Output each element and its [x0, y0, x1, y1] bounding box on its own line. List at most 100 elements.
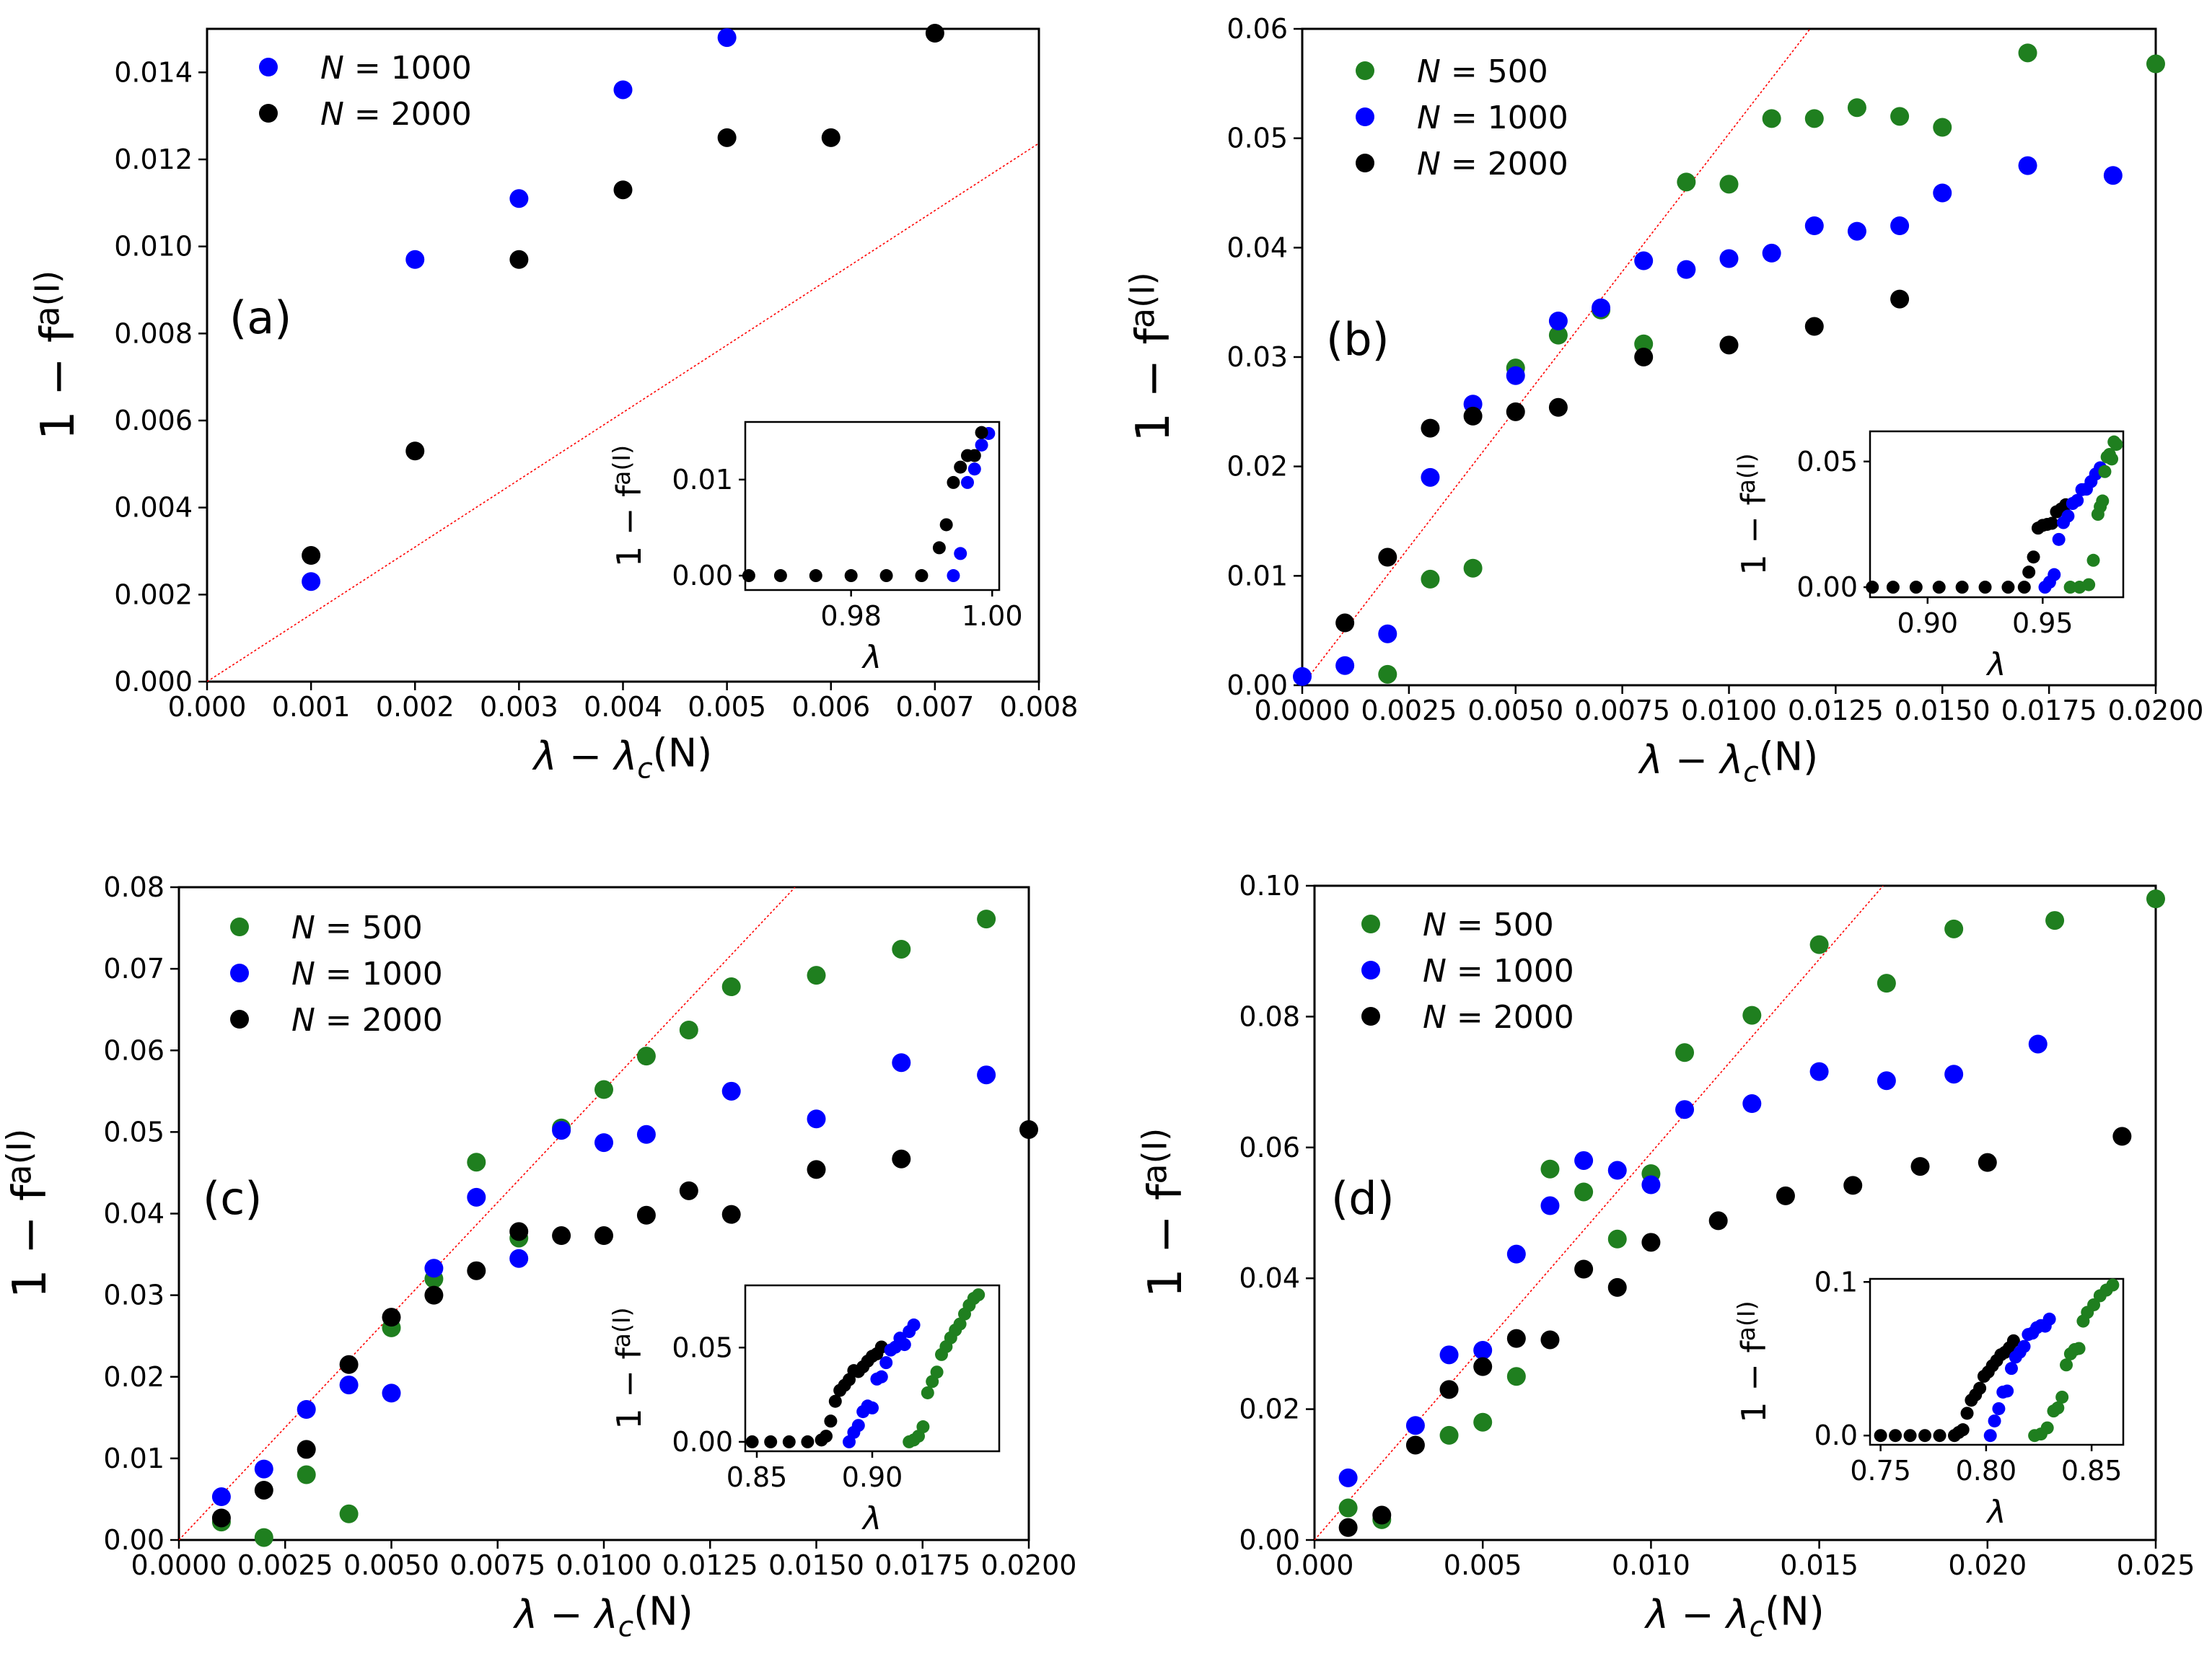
- panel-b-point-N2000: [1890, 289, 1910, 309]
- panel-d-ytick-label: 0.04: [1239, 1262, 1300, 1294]
- panel-d-point-N1000: [1506, 1244, 1526, 1264]
- panel-d-axes: 0.000 0.005 0.010 0.015 0.020 0.025 0.00 0.02 0.…: [1239, 870, 2195, 1581]
- panel-b-inset-point-N500: [2098, 465, 2112, 478]
- panel-b-legend-marker: [1356, 107, 1374, 126]
- panel-b-inset-point-N2000: [2045, 516, 2059, 530]
- panel-a-inset-point-N2000: [809, 569, 822, 583]
- panel-d-inset-points: [1874, 1278, 2120, 1443]
- panel-c-point-N1000: [636, 1125, 656, 1144]
- panel-c-point-N2000: [424, 1285, 444, 1305]
- panel-c-inset-point-N1000: [897, 1338, 911, 1352]
- panel-d-inset-point-N500: [2055, 1390, 2069, 1404]
- panel-c-legend-marker: [230, 964, 249, 982]
- panel-a-point-N2000: [821, 128, 841, 147]
- panel-d-ytick-label: 0.10: [1239, 870, 1300, 902]
- panel-d-point-N1000: [1742, 1094, 1762, 1114]
- panel-c-point-N2000: [297, 1440, 316, 1459]
- panel-d-inset-point-N1000: [2004, 1362, 2018, 1376]
- panel-c-point-N1000: [382, 1383, 401, 1403]
- panel-d-inset-xtick-label: 0.80: [1956, 1455, 2017, 1487]
- panel-c-ytick-label: 0.05: [103, 1116, 164, 1148]
- panel-b-point-N500: [1890, 107, 1910, 126]
- panel-b-point-N500: [1762, 109, 1781, 128]
- panel-d-legend-marker: [1361, 915, 1380, 933]
- panel-d-point-N2000: [1439, 1380, 1459, 1399]
- panel-c-points: [211, 910, 1038, 1547]
- panel-c-xtick-label: 0.0000: [131, 1549, 227, 1581]
- panel-d-ytick-label: 0.02: [1239, 1394, 1300, 1425]
- panel-c-xlabel: λ − λc(N): [512, 1588, 693, 1643]
- panel-c-xtick-label: 0.0200: [981, 1549, 1077, 1581]
- panel-a-inset-ylabel: 1 − fa(I): [607, 445, 649, 567]
- panel-c-point-N1000: [892, 1053, 911, 1073]
- panel-a-ytick-label: 0.004: [114, 492, 193, 524]
- panel-b-point-N1000: [1421, 467, 1440, 487]
- panel-a-xtick-label: 0.007: [895, 691, 974, 723]
- panel-c-inset-point-N2000: [764, 1435, 778, 1448]
- panel-c-legend-marker: [230, 917, 249, 936]
- panel-c-inset-point-N2000: [745, 1435, 759, 1448]
- panel-d-inset-ytick-label: 0.0: [1814, 1420, 1858, 1451]
- panel-c-label: (c): [203, 1172, 262, 1225]
- panel-d-point-N500: [1473, 1412, 1493, 1432]
- panel-d-ytick-label: 0.08: [1239, 1000, 1300, 1032]
- panel-d-point-N1000: [1574, 1150, 1594, 1170]
- panel-a-point-N2000: [613, 180, 633, 200]
- panel-b-xtick-label: 0.0000: [1255, 695, 1351, 726]
- panel-b-point-N1000: [1293, 666, 1312, 686]
- panel-c-ytick-label: 0.06: [103, 1034, 164, 1066]
- panel-a-inset-point-N2000: [844, 569, 858, 583]
- panel-d-point-N500: [1338, 1498, 1358, 1518]
- panel-c-point-N1000: [977, 1065, 996, 1085]
- panel-b-point-N2000: [1378, 547, 1397, 567]
- panel-c-ytick-label: 0.03: [103, 1280, 164, 1311]
- panel-c-point-N2000: [1019, 1119, 1038, 1139]
- panel-c-inset-ytick-label: 0.05: [672, 1332, 733, 1363]
- panel-c-point-N500: [254, 1528, 273, 1547]
- panel-d-inset-ytick-label: 0.1: [1814, 1266, 1858, 1298]
- panel-b-inset-point-N1000: [2071, 493, 2084, 507]
- panel-c-axes: 0.0000 0.0025 0.0050 0.0075 0.0100 0.0125 0.01…: [103, 871, 1076, 1581]
- panel-d-legend-label: N = 1000: [1423, 953, 1574, 990]
- panel-a-inset-xtick-label: 0.98: [820, 600, 882, 632]
- panel-d-point-N500: [1809, 935, 1829, 954]
- panel-c-inset-xtick-label: 0.90: [842, 1461, 903, 1493]
- panel-a-inset-point-N2000: [879, 569, 893, 583]
- panel-c-ytick-label: 0.04: [103, 1198, 164, 1230]
- panel-d-point-N500: [1506, 1367, 1526, 1386]
- panel-d-point-N2000: [1473, 1357, 1493, 1376]
- panel-c-point-N2000: [509, 1222, 529, 1241]
- panel-c-legend-label: N = 1000: [291, 956, 443, 993]
- panel-d-ytick-label: 0.00: [1239, 1524, 1300, 1556]
- panel-d-inset-point-N2000: [1889, 1429, 1902, 1443]
- panel-a-point-N1000: [302, 572, 321, 591]
- panel-b-inset-ytick-label: 0.00: [1796, 571, 1858, 603]
- panel-c-point-N1000: [807, 1109, 826, 1129]
- panel-b-xlabel: λ − λc(N): [1638, 734, 1818, 788]
- panel-b-ylabel: 1 − fa(I): [1123, 272, 1180, 441]
- panel-c-point-N1000: [254, 1459, 273, 1479]
- panel-a-inset-point-N2000: [932, 541, 946, 555]
- panel-d-point-N500: [1877, 974, 1896, 993]
- panel-b-point-N2000: [1421, 418, 1440, 438]
- panel-b-inset-point-N500: [2086, 553, 2100, 567]
- panel-d-inset-point-N500: [2040, 1421, 2054, 1435]
- panel-a-legend-label: N = 1000: [320, 50, 472, 87]
- panel-b-points: [1293, 43, 2165, 686]
- panel-d-inset-point-N2000: [1874, 1429, 1887, 1443]
- panel-a-inset-point-N1000: [954, 547, 967, 560]
- panel-b-axes: 0.0000 0.0025 0.0050 0.0075 0.0100 0.0125 0.01…: [1226, 13, 2203, 726]
- panel-c-point-N2000: [679, 1181, 698, 1200]
- panel-b-legend-label: N = 2000: [1417, 146, 1568, 182]
- panel-c-inset-point-N500: [921, 1386, 934, 1399]
- panel-c-point-N2000: [339, 1355, 359, 1374]
- panel-d-point-N500: [2146, 889, 2165, 909]
- panel-d-xtick-label: 0.015: [1780, 1549, 1858, 1581]
- panel-b-legend-label: N = 500: [1417, 53, 1548, 90]
- panel-b-point-N1000: [1719, 249, 1739, 268]
- panel-c-point-N500: [679, 1020, 698, 1039]
- panel-b-point-N500: [1847, 98, 1866, 118]
- panel-b-inset-point-N1000: [2052, 532, 2066, 546]
- panel-b-point-N500: [1463, 558, 1483, 578]
